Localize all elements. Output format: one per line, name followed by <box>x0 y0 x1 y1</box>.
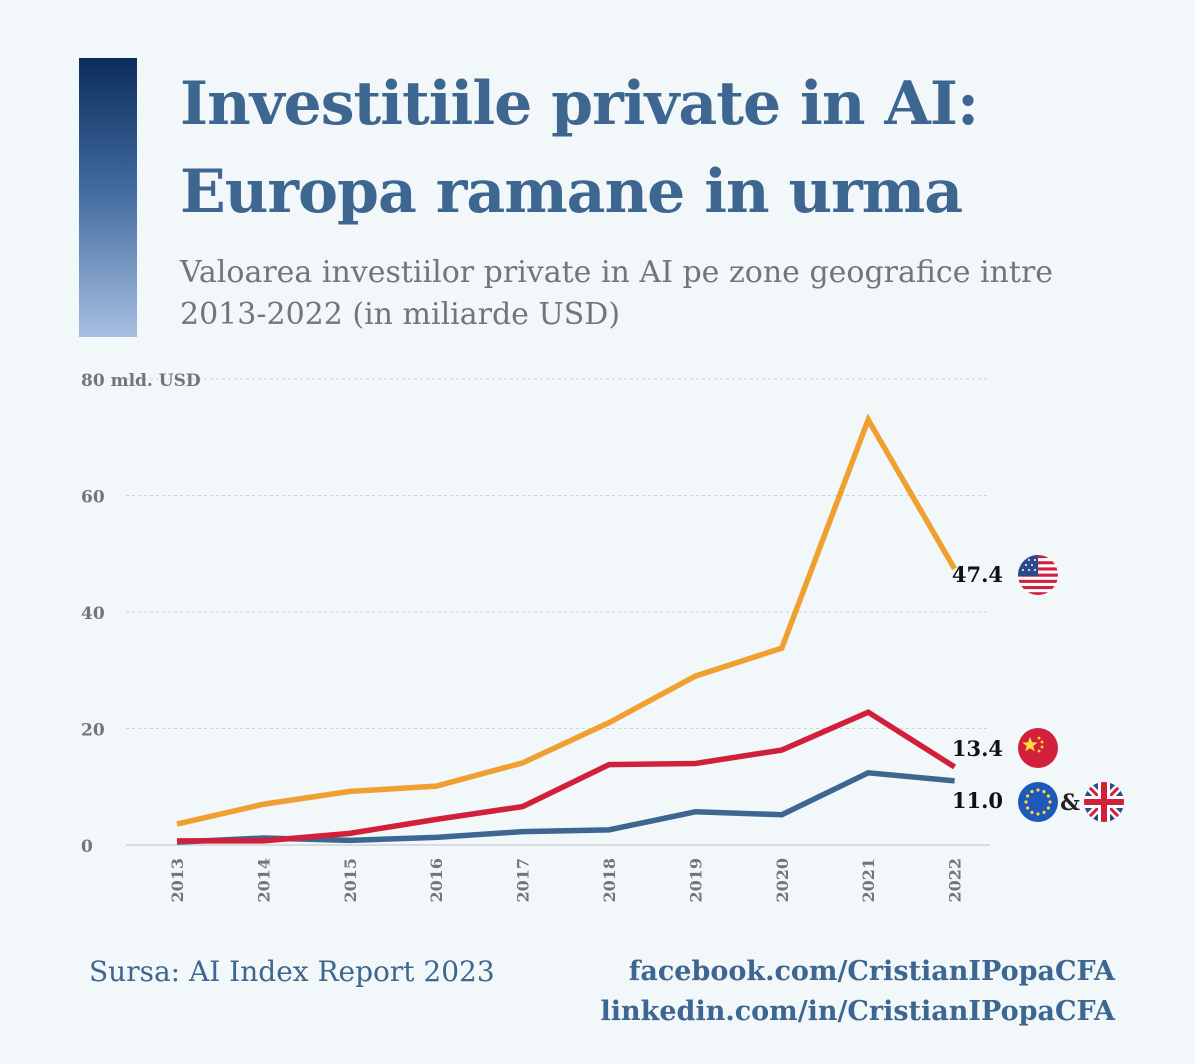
x-tick-label: 2020 <box>773 858 792 903</box>
eu-star <box>1036 812 1040 816</box>
title-line-2: Europa ramane in urma <box>180 157 963 227</box>
x-tick-label: 2015 <box>341 858 360 903</box>
china-end-label: 13.4 <box>952 736 1003 761</box>
x-tick-label: 2017 <box>514 858 533 903</box>
grid-lines <box>126 378 990 846</box>
y-tick-label: 0 <box>81 837 93 857</box>
end-labels: 47.4 13.4 11.0 <box>952 562 1003 813</box>
eu-star <box>1042 810 1046 814</box>
x-tick-label: 2019 <box>686 858 705 903</box>
eu-star <box>1030 810 1034 814</box>
x-tick-label: 2018 <box>600 858 619 903</box>
y-axis-tick-labels: 0 20 40 60 80 mld. USD <box>81 371 201 857</box>
x-tick-label: 2022 <box>946 858 965 903</box>
usa-flag-icon <box>1018 555 1058 595</box>
eu-star <box>1026 794 1030 798</box>
x-axis-tick-labels: 2013 2014 2015 2016 2017 2018 2019 2020 2021 2022 <box>168 858 965 903</box>
accent-bar <box>79 58 137 337</box>
eu-flag-icon <box>1018 782 1058 822</box>
source-note: Sursa: AI Index Report 2023 <box>89 955 495 988</box>
x-tick-label: 2016 <box>427 858 446 903</box>
uk-flag-icon <box>1084 782 1124 822</box>
y-tick-label: 40 <box>81 604 105 624</box>
usa-end-label: 47.4 <box>952 562 1003 587</box>
usa-series-line <box>176 413 957 827</box>
y-tick-label: 80 mld. USD <box>81 371 201 391</box>
eu-star <box>1046 806 1050 810</box>
eu-star <box>1048 800 1052 804</box>
facebook-link[interactable]: facebook.com/CristianIPopaCFA <box>628 956 1115 987</box>
europe-end-label: 11.0 <box>952 788 1003 813</box>
x-tick-label: 2021 <box>859 858 878 903</box>
china-series-line <box>177 709 957 844</box>
x-tick-label: 2014 <box>254 858 273 903</box>
linkedin-link[interactable]: linkedin.com/in/CristianIPopaCFA <box>600 996 1115 1027</box>
social-links: facebook.com/CristianIPopaCFA linkedin.c… <box>601 952 1115 1032</box>
series-lines <box>176 413 957 845</box>
eu-star <box>1036 788 1040 792</box>
eu-star <box>1030 790 1034 794</box>
eu-star <box>1026 806 1030 810</box>
china-flag-icon <box>1018 728 1058 768</box>
subtitle-line-1: Valoarea investiilor private in AI pe zo… <box>180 255 1054 290</box>
page-title: Investitiile private in AI: Europa raman… <box>180 60 1170 236</box>
eu-star <box>1042 790 1046 794</box>
eu-star <box>1024 800 1028 804</box>
y-tick-label: 60 <box>81 488 105 508</box>
flag-separator: & <box>1060 790 1080 816</box>
title-line-1: Investitiile private in AI: <box>180 69 979 139</box>
y-tick-label: 20 <box>81 721 105 741</box>
x-tick-label: 2013 <box>168 858 187 903</box>
chart-subtitle: Valoarea investiilor private in AI pe zo… <box>180 252 1100 336</box>
subtitle-line-2: 2013-2022 (in miliarde USD) <box>180 297 621 332</box>
eu-star <box>1046 794 1050 798</box>
